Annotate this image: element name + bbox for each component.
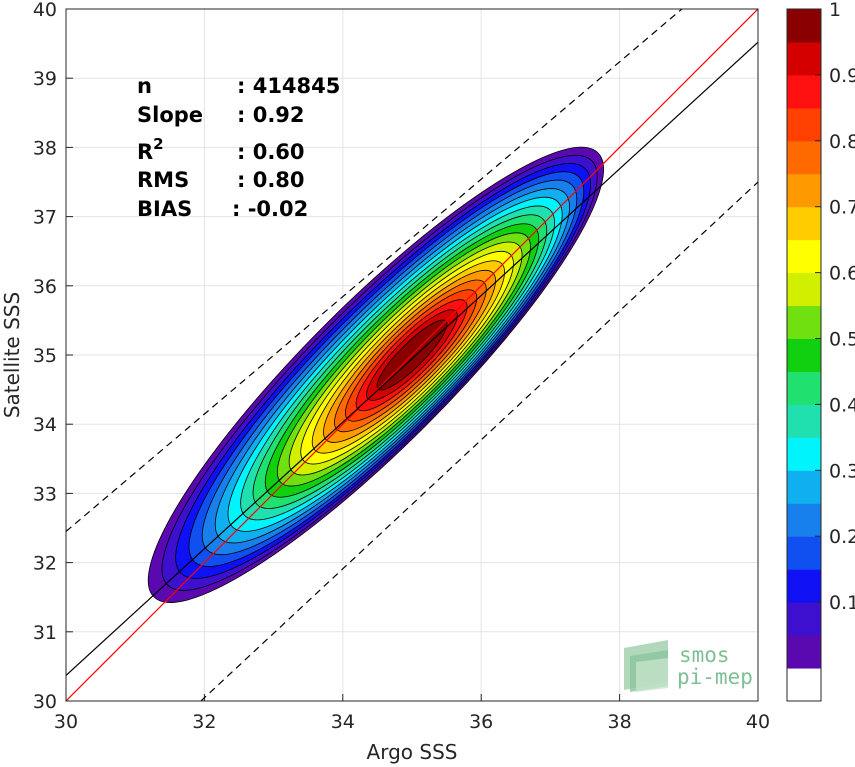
colorbar-swatch	[787, 635, 821, 669]
colorbar-tick-label: 0.8	[829, 131, 855, 153]
colorbar-swatch	[787, 371, 821, 405]
colorbar-swatch	[787, 470, 821, 504]
y-tick-label: 33	[33, 483, 57, 505]
colorbar-swatch	[787, 404, 821, 438]
colorbar	[787, 9, 821, 702]
x-tick-label: 34	[331, 711, 355, 733]
x-tick-labels: 30 32 34 36 38 40	[54, 711, 770, 733]
reference-lines	[66, 9, 758, 701]
colorbar-tick-label: 1	[829, 0, 841, 21]
stat-n-value: : 414845	[237, 74, 340, 98]
stat-slope-label: Slope	[137, 103, 203, 127]
y-tick-label: 31	[33, 622, 57, 644]
x-axis-label: Argo SSS	[367, 740, 458, 764]
colorbar-swatch	[787, 305, 821, 340]
y-tick-label: 36	[33, 276, 57, 298]
stat-rms-value: : 0.80	[237, 168, 305, 192]
colorbar-tick-labels: 0.1 0.2 0.3 0.4 0.5 0.6 0.7 0.8 0.9 1	[815, 0, 855, 614]
plot-frame	[65, 8, 759, 702]
colorbar-tick-label: 0.3	[829, 460, 855, 482]
colorbar-swatch	[787, 41, 821, 76]
stat-slope-value: : 0.92	[237, 103, 305, 127]
x-tick-label: 30	[54, 711, 78, 733]
stat-n-label: n	[137, 74, 152, 98]
y-tick-label: 38	[33, 137, 57, 159]
logo-waves-icon	[624, 640, 668, 692]
colorbar-swatch	[787, 173, 821, 208]
colorbar-swatch	[787, 9, 821, 43]
line-lower	[200, 181, 758, 701]
y-tick-label: 32	[33, 553, 57, 575]
logo-line1: smos	[679, 643, 730, 667]
colorbar-tick-label: 0.9	[829, 65, 855, 87]
colorbar-swatch	[787, 74, 821, 109]
y-tick-labels: 30 31 32 33 34 35 36 37 38 39 40	[33, 0, 57, 713]
colorbar-tick-label: 0.5	[829, 329, 855, 351]
y-tick-label: 30	[33, 691, 57, 713]
colorbar-tick-label: 0.1	[829, 592, 855, 614]
y-tick-label: 39	[33, 68, 57, 90]
colorbar-tick-label: 0.7	[829, 197, 855, 219]
y-tick-label: 35	[33, 345, 57, 367]
colorbar-frame	[786, 8, 822, 702]
x-tick-label: 32	[192, 711, 216, 733]
stat-r2-base: R	[137, 140, 153, 164]
line-upper	[66, 9, 683, 532]
colorbar-swatch	[787, 536, 821, 570]
stat-r2-label: R2	[137, 135, 164, 164]
logo-line2: pi-mep	[677, 665, 753, 689]
colorbar-swatch	[787, 140, 821, 175]
stat-bias-label: BIAS	[137, 197, 192, 221]
colorbar-swatch	[787, 107, 821, 142]
x-tick-label: 36	[469, 711, 493, 733]
colorbar-swatch	[787, 569, 821, 603]
colorbar-swatch	[787, 503, 821, 537]
colorbar-swatch	[787, 239, 821, 274]
colorbar-swatch	[787, 206, 821, 241]
y-tick-label: 40	[33, 0, 57, 21]
y-tick-label: 34	[33, 414, 57, 436]
colorbar-tick-label: 0.6	[829, 263, 855, 285]
colorbar-tick-label: 0.4	[829, 394, 855, 416]
colorbar-swatch	[787, 338, 821, 372]
colorbar-tick-label: 0.2	[829, 526, 855, 548]
stat-r2-value: : 0.60	[237, 140, 305, 164]
y-axis-label: Satellite SSS	[0, 292, 24, 418]
line-fit	[66, 41, 758, 676]
stats-box: n : 414845 Slope : 0.92 R2 : 0.60 RMS : …	[137, 74, 340, 221]
colorbar-swatch	[787, 272, 821, 307]
stat-bias-value: : -0.02	[232, 197, 308, 221]
line-1:1	[66, 9, 758, 701]
x-tick-label: 38	[608, 711, 632, 733]
colorbar-swatch	[787, 668, 821, 702]
smos-pimep-logo: smos pi-mep	[624, 640, 753, 692]
stat-r2-sup: 2	[153, 135, 163, 153]
colorbar-swatch	[787, 602, 821, 636]
x-tick-label: 40	[746, 711, 770, 733]
stat-rms-label: RMS	[137, 168, 189, 192]
colorbar-swatch	[787, 437, 821, 471]
y-tick-label: 37	[33, 207, 57, 229]
